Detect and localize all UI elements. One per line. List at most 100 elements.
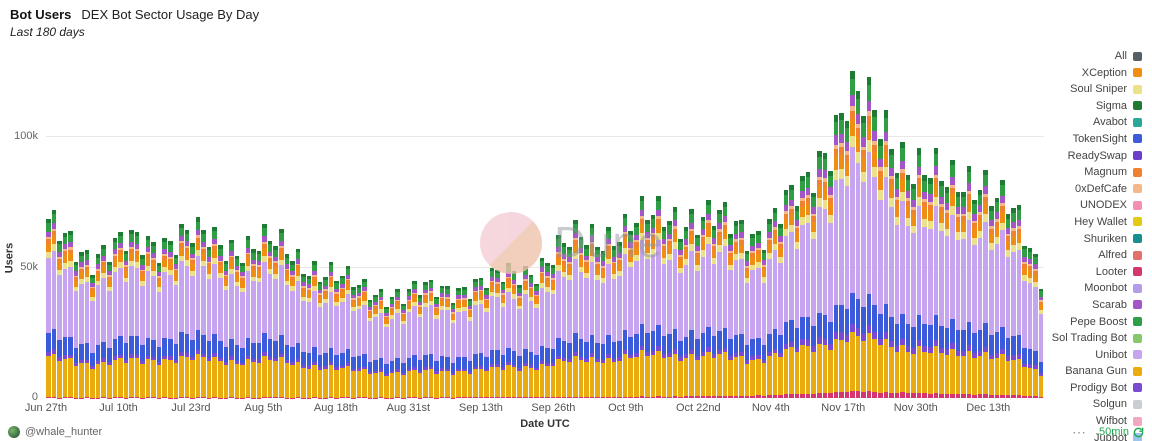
bar[interactable] xyxy=(572,220,578,398)
bar[interactable] xyxy=(373,294,378,398)
bar[interactable] xyxy=(905,174,911,398)
bar[interactable] xyxy=(323,277,328,398)
bar[interactable] xyxy=(667,221,672,398)
bar[interactable] xyxy=(267,240,273,398)
bar[interactable] xyxy=(567,246,572,398)
legend-item-alfred[interactable]: Alfred xyxy=(1030,249,1142,261)
legend-item-soul-sniper[interactable]: Soul Sniper xyxy=(1030,83,1142,95)
bar[interactable] xyxy=(800,175,805,398)
bar[interactable] xyxy=(206,246,212,398)
bar[interactable] xyxy=(805,172,811,398)
bar[interactable] xyxy=(694,234,700,398)
bar[interactable] xyxy=(1000,180,1005,398)
bar[interactable] xyxy=(445,286,450,398)
bar[interactable] xyxy=(633,222,639,398)
bar[interactable] xyxy=(317,281,323,398)
legend-item-hey-wallet[interactable]: Hey Wallet xyxy=(1030,216,1142,228)
bar[interactable] xyxy=(51,209,57,398)
bar[interactable] xyxy=(462,287,467,398)
bar[interactable] xyxy=(772,208,778,398)
bar[interactable] xyxy=(994,197,1000,398)
bar[interactable] xyxy=(229,239,234,398)
bar[interactable] xyxy=(1027,248,1033,398)
legend-item-unibot[interactable]: Unibot xyxy=(1030,349,1142,361)
bar[interactable] xyxy=(401,303,406,398)
bar[interactable] xyxy=(817,151,822,398)
bar[interactable] xyxy=(456,287,462,398)
bar[interactable] xyxy=(894,172,900,398)
bar[interactable] xyxy=(251,249,256,398)
bar[interactable] xyxy=(523,265,528,398)
bar[interactable] xyxy=(245,236,251,398)
bar[interactable] xyxy=(689,209,694,398)
bar[interactable] xyxy=(495,269,500,398)
bar[interactable] xyxy=(977,190,983,398)
bar[interactable] xyxy=(700,216,706,398)
bar[interactable] xyxy=(988,205,994,398)
bar[interactable] xyxy=(345,265,351,398)
bar[interactable] xyxy=(362,278,367,398)
legend-item-looter[interactable]: Looter xyxy=(1030,266,1142,278)
bar[interactable] xyxy=(939,180,944,398)
legend-item-jupbot[interactable]: Jupbot xyxy=(1030,432,1142,441)
bar[interactable] xyxy=(550,265,556,398)
bar[interactable] xyxy=(683,227,689,398)
bar[interactable] xyxy=(866,76,872,398)
bar[interactable] xyxy=(378,289,384,398)
legend-item-sol-trading-bot[interactable]: Sol Trading Bot xyxy=(1030,332,1142,344)
bar[interactable] xyxy=(711,226,717,398)
bar[interactable] xyxy=(517,284,523,398)
bar[interactable] xyxy=(179,224,184,398)
bar[interactable] xyxy=(661,226,667,398)
bar[interactable] xyxy=(428,279,434,398)
bar[interactable] xyxy=(761,249,767,398)
bar[interactable] xyxy=(156,262,162,398)
bar[interactable] xyxy=(190,243,195,398)
bar[interactable] xyxy=(112,237,118,398)
bar[interactable] xyxy=(262,224,267,398)
bar[interactable] xyxy=(173,254,179,398)
bar[interactable] xyxy=(672,207,678,398)
bar[interactable] xyxy=(828,170,833,398)
legend-item-moonbot[interactable]: Moonbot xyxy=(1030,282,1142,294)
bar[interactable] xyxy=(240,262,245,398)
bar[interactable] xyxy=(911,184,916,398)
bar[interactable] xyxy=(589,224,595,398)
bar[interactable] xyxy=(384,307,389,398)
bar[interactable] xyxy=(955,191,961,398)
bar[interactable] xyxy=(351,287,356,398)
bar[interactable] xyxy=(278,229,284,398)
bar[interactable] xyxy=(728,233,733,398)
bar[interactable] xyxy=(739,219,744,398)
bar[interactable] xyxy=(306,275,312,398)
bar[interactable] xyxy=(916,148,922,398)
bar[interactable] xyxy=(966,166,972,398)
bar[interactable] xyxy=(722,202,728,398)
legend-item-prodigy-bot[interactable]: Prodigy Bot xyxy=(1030,382,1142,394)
legend-item-sigma[interactable]: Sigma xyxy=(1030,100,1142,112)
bar[interactable] xyxy=(606,227,611,398)
bar[interactable] xyxy=(356,285,362,398)
bar[interactable] xyxy=(744,250,750,398)
bar[interactable] xyxy=(650,214,656,398)
bar[interactable] xyxy=(68,230,73,398)
bar[interactable] xyxy=(850,71,855,398)
legend-item-xception[interactable]: XCeption xyxy=(1030,67,1142,79)
bar[interactable] xyxy=(290,261,295,398)
author-credit[interactable]: @whale_hunter xyxy=(8,426,102,438)
bar[interactable] xyxy=(328,262,334,398)
refresh-indicator[interactable]: 50min xyxy=(1099,426,1144,438)
bar[interactable] xyxy=(811,192,817,398)
bar[interactable] xyxy=(1022,245,1027,398)
bar[interactable] xyxy=(789,184,794,398)
bar[interactable] xyxy=(556,235,561,398)
bar[interactable] xyxy=(129,229,134,398)
bar[interactable] xyxy=(756,231,761,398)
bar[interactable] xyxy=(767,219,772,398)
bar[interactable] xyxy=(57,240,62,398)
bar[interactable] xyxy=(889,149,894,398)
bar[interactable] xyxy=(145,236,151,398)
bar[interactable] xyxy=(578,236,584,398)
bar[interactable] xyxy=(389,297,395,398)
bar[interactable] xyxy=(883,110,889,398)
